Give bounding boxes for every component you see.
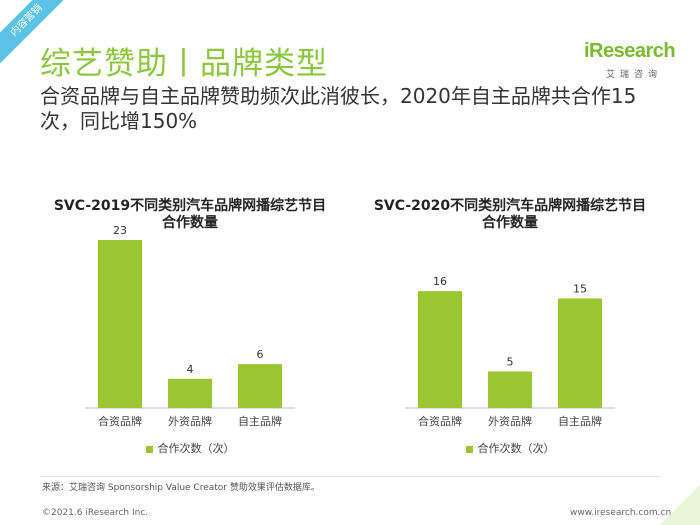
- data-label: 15: [573, 282, 587, 295]
- bar: [98, 240, 142, 408]
- bar: [168, 378, 212, 408]
- bar: [488, 371, 532, 408]
- source-note: 来源：艾瑞咨询 Sponsorship Value Creator 赞助效果评估…: [42, 483, 320, 493]
- chart-2019: 23 合资品牌 4 外资品牌 6 自主品牌 SVC-2019不同类别汽车品牌网播综艺节目 …: [35, 198, 345, 468]
- chart-2020-legend: 合作次数（次）: [355, 440, 665, 456]
- category-label: 外资品牌: [488, 414, 532, 428]
- chart-2019-legend: 合作次数（次）: [35, 440, 345, 456]
- category-label: 外资品牌: [168, 414, 212, 428]
- legend-label: 合作次数（次）: [157, 442, 235, 455]
- logo-subtext: 艾瑞咨询: [606, 70, 663, 80]
- page-subtitle: 合资品牌与自主品牌赞助频次此消彼长，2020年自主品牌共合作15次，同比增150…: [40, 84, 637, 133]
- bar: [238, 364, 282, 408]
- category-label: 合资品牌: [98, 414, 142, 428]
- category-label: 合资品牌: [418, 414, 462, 428]
- legend-label: 合作次数（次）: [477, 442, 555, 455]
- chart-2019-title-line2: 合作数量: [162, 215, 218, 231]
- chart-2020-svg: 16 合资品牌 5 外资品牌 15 自主品牌: [405, 275, 615, 428]
- chart-2020-title: SVC-2020不同类别汽车品牌网播综艺节目 合作数量: [355, 198, 665, 232]
- legend-swatch: [145, 445, 153, 453]
- bar: [558, 298, 602, 408]
- footer-divider: [40, 476, 660, 477]
- legend-swatch: [465, 445, 473, 453]
- iresearch-logo: iResearch 艾瑞咨询: [584, 40, 676, 86]
- category-label: 自主品牌: [558, 414, 602, 428]
- bar: [418, 291, 462, 408]
- chart-2019-title: SVC-2019不同类别汽车品牌网播综艺节目 合作数量: [35, 198, 345, 232]
- chart-2020-title-line1: SVC-2020不同类别汽车品牌网播综艺节目: [373, 198, 647, 214]
- chart-2020: 16 合资品牌 5 外资品牌 15 自主品牌 SVC-2020不同类别汽车品牌网播综艺节目…: [355, 198, 665, 468]
- copyright: ©2021.6 iResearch Inc.: [42, 508, 149, 518]
- data-label: 6: [257, 348, 264, 361]
- corner-decoration: [660, 485, 700, 525]
- logo-wordmark: iResearch: [584, 40, 676, 62]
- chart-2020-title-line2: 合作数量: [482, 215, 538, 231]
- website-link[interactable]: www.iresearch.com.cn: [570, 508, 672, 518]
- category-label: 自主品牌: [238, 414, 282, 428]
- chart-2019-svg: 23 合资品牌 4 外资品牌 6 自主品牌: [85, 224, 295, 428]
- data-label: 5: [507, 355, 514, 368]
- data-label: 23: [113, 224, 127, 237]
- data-label: 4: [187, 363, 194, 376]
- chart-2019-title-line1: SVC-2019不同类别汽车品牌网播综艺节目: [53, 198, 327, 214]
- page-title: 综艺赞助丨品牌类型: [40, 46, 328, 82]
- data-label: 16: [433, 275, 447, 288]
